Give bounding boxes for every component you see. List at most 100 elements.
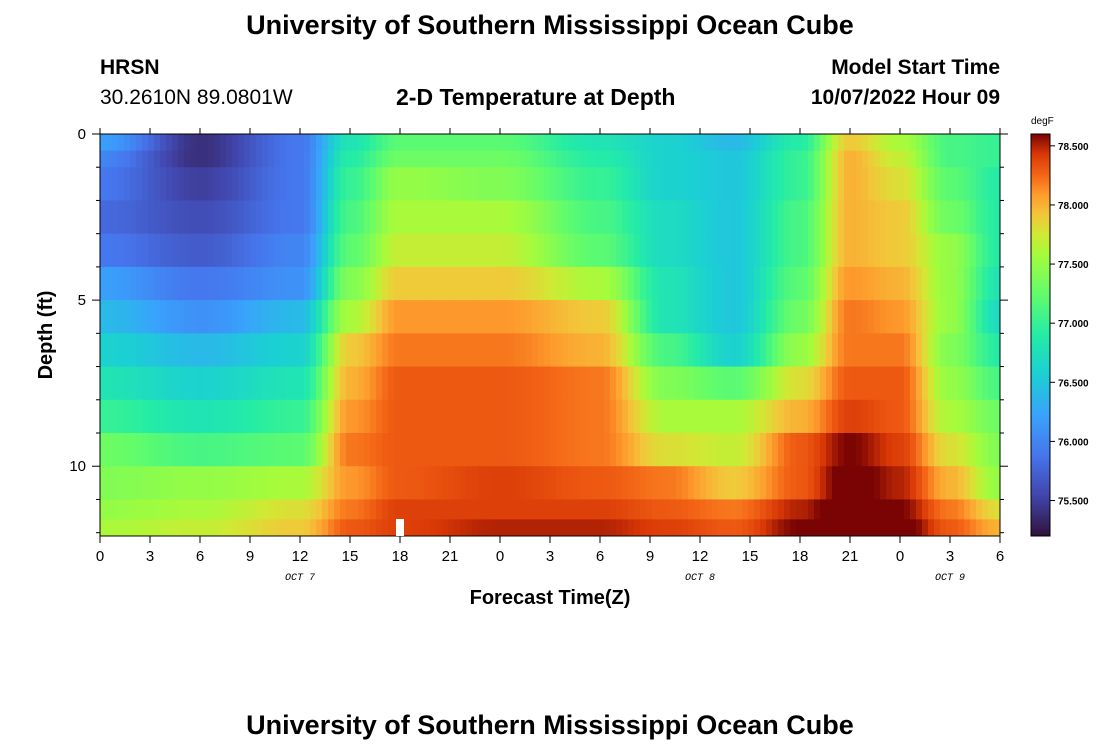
heatmap-cell [478,399,485,434]
heatmap-cell [922,499,929,520]
heatmap-cell [400,200,407,235]
heatmap-cell [208,499,215,520]
heatmap-cell [556,333,563,368]
heatmap-cell [928,167,935,201]
heatmap-cell [838,233,845,268]
heatmap-cell [124,300,131,334]
heatmap-cell [766,134,773,152]
heatmap-cell [676,150,683,168]
heatmap-cell [436,300,443,334]
heatmap-cell [862,200,869,235]
heatmap-cell [724,519,731,537]
heatmap-cell [874,399,881,434]
heatmap-cell [976,233,983,268]
heatmap-cell [922,233,929,268]
heatmap-cell [220,266,227,301]
heatmap-cell [856,366,863,401]
heatmap-cell [430,167,437,201]
heatmap-cell [448,134,455,152]
heatmap-cell [844,399,851,434]
heatmap-cell [280,433,287,467]
heatmap-cell [484,200,491,235]
heatmap-cell [784,233,791,268]
heatmap-cell [256,499,263,520]
heatmap-cell [964,200,971,235]
heatmap-cell [454,466,461,500]
heatmap-cell [568,233,575,268]
heatmap-cell [526,499,533,520]
heatmap-cell [904,150,911,168]
heatmap-cell [508,233,515,268]
heatmap-cell [232,499,239,520]
heatmap-cell [178,333,185,368]
heatmap-cell [790,233,797,268]
heatmap-cell [868,499,875,520]
heatmap-cell [982,233,989,268]
heatmap-cell [874,134,881,152]
heatmap-cell [604,266,611,301]
heatmap-cell [466,433,473,467]
heatmap-cell [796,399,803,434]
heatmap-cell [388,167,395,201]
heatmap-cell [544,134,551,152]
heatmap-cell [436,333,443,368]
heatmap-cell [178,300,185,334]
heatmap-cell [952,366,959,401]
heatmap-cell [790,300,797,334]
heatmap-cell [172,150,179,168]
heatmap-cell [640,519,647,537]
heatmap-cell [826,200,833,235]
heatmap-cell [880,233,887,268]
heatmap-cell [466,233,473,268]
heatmap-cell [994,433,1001,467]
x-tick-label: 3 [946,548,954,565]
heatmap-cell [946,333,953,368]
heatmap-cell [868,167,875,201]
heatmap-cell [256,200,263,235]
heatmap-cell [898,150,905,168]
heatmap-cell [514,150,521,168]
heatmap-cell [598,167,605,201]
heatmap-cell [994,134,1001,152]
heatmap-cell [262,499,269,520]
heatmap-cell [364,399,371,434]
heatmap-cell [298,200,305,235]
heatmap-cell [370,266,377,301]
heatmap-cell [238,499,245,520]
heatmap-cell [346,233,353,268]
heatmap-cell [394,433,401,467]
heatmap-cell [388,266,395,301]
heatmap-cell [544,167,551,201]
heatmap-cell [556,266,563,301]
heatmap-cell [952,167,959,201]
heatmap-cell [274,233,281,268]
heatmap-cell [118,150,125,168]
heatmap-cell [130,399,137,434]
heatmap-cell [802,399,809,434]
heatmap-cell [346,366,353,401]
heatmap-cell [982,519,989,537]
heatmap-cell [592,167,599,201]
heatmap-cell [106,233,113,268]
heatmap-cell [886,366,893,401]
heatmap-cell [268,433,275,467]
heatmap-cell [712,399,719,434]
heatmap-cell [376,399,383,434]
heatmap-cell [976,519,983,537]
heatmap-cell [142,134,149,152]
heatmap-cell [880,519,887,537]
heatmap-cell [286,433,293,467]
heatmap-cell [580,200,587,235]
heatmap-cell [418,433,425,467]
heatmap-cell [472,366,479,401]
heatmap-cell [502,333,509,368]
heatmap-cell [148,433,155,467]
heatmap-cell [598,519,605,537]
heatmap-cell [406,134,413,152]
heatmap-cell [682,167,689,201]
heatmap-cell [574,300,581,334]
heatmap-cell [220,466,227,500]
heatmap-cell [604,200,611,235]
heatmap-cell [196,167,203,201]
heatmap-cell [262,233,269,268]
